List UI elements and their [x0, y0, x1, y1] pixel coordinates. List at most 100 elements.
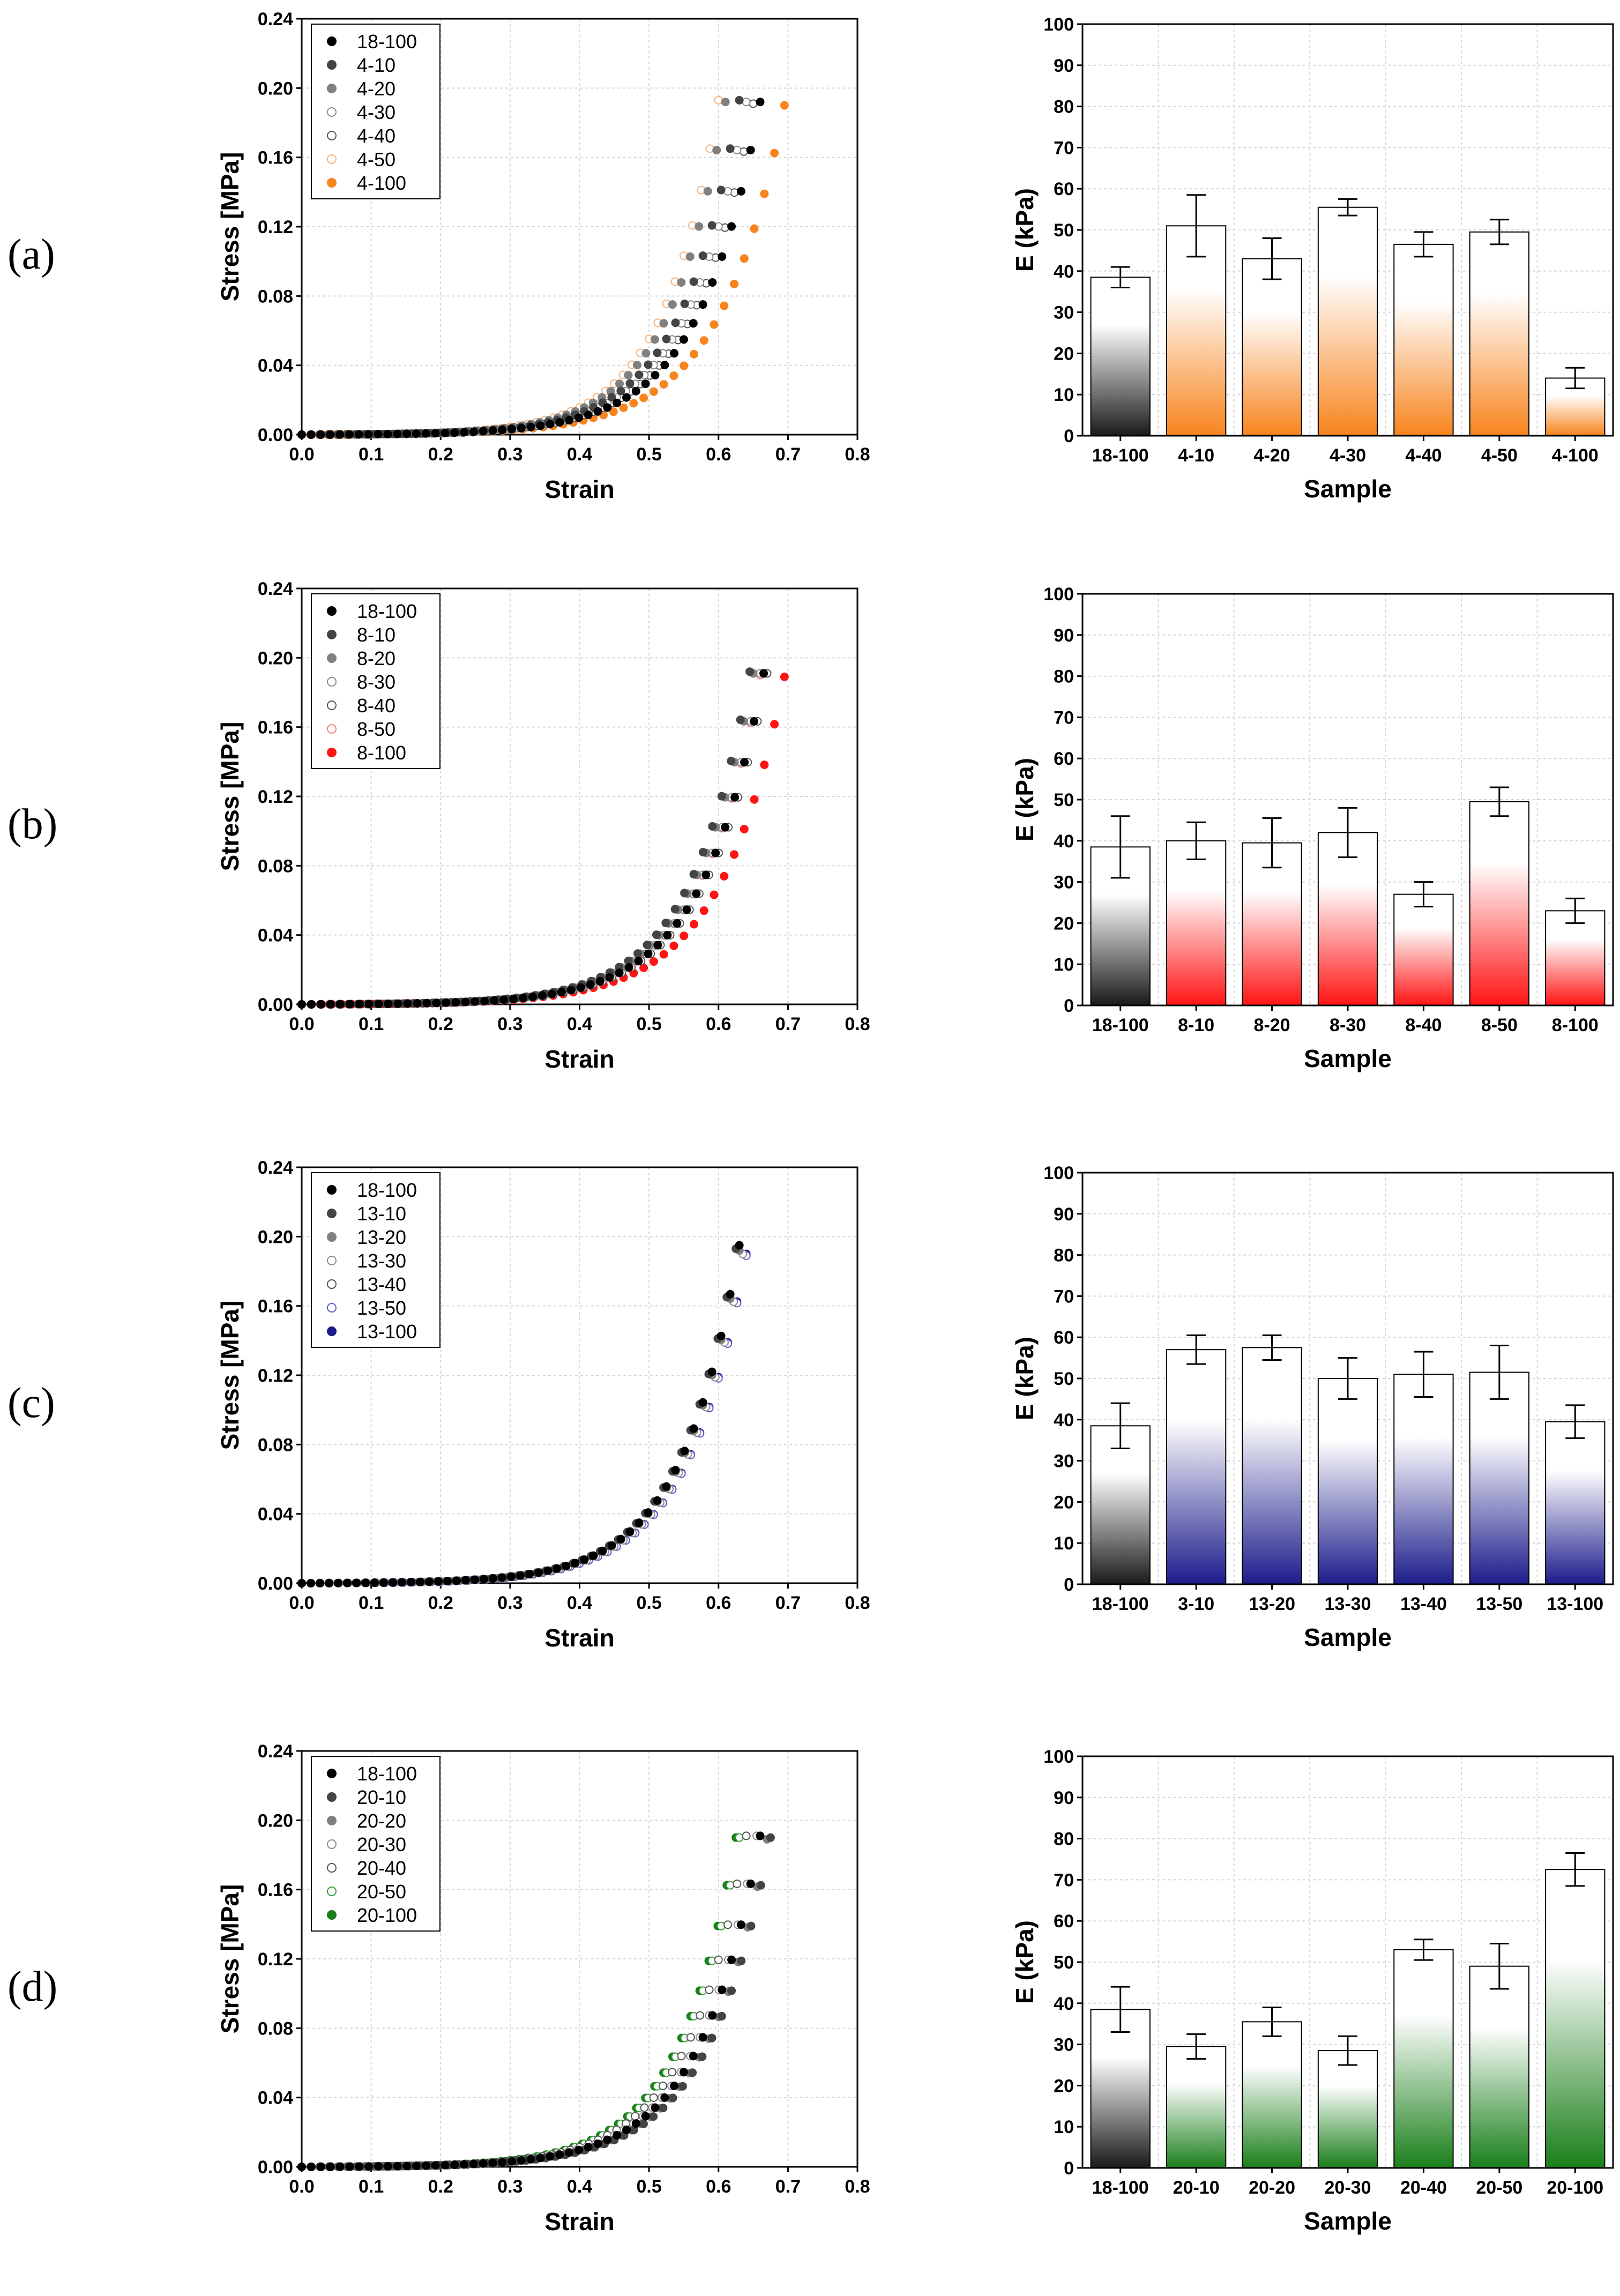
x-tick-label: 0.8 — [845, 2176, 870, 2197]
stress-strain-chart: 0.0 0.1 0.2 0.3 0.4 0.5 0.6 0.7 0.8 0.00 0.04 0.08 0… — [216, 1158, 870, 1652]
data-point — [649, 2093, 658, 2102]
legend-marker — [327, 60, 337, 70]
bar — [1242, 258, 1302, 436]
y-tick-label: 70 — [1054, 1286, 1074, 1307]
data-point — [615, 968, 624, 978]
data-point — [644, 360, 653, 369]
data-point — [364, 430, 373, 439]
data-point — [718, 252, 727, 261]
data-point — [720, 871, 729, 881]
y-tick-label: 0.00 — [258, 425, 293, 445]
plot-frame — [301, 1166, 858, 1584]
y-axis-label: Stress [MPa] — [216, 722, 244, 871]
data-point — [708, 822, 717, 831]
x-tick-label: 0.3 — [497, 2176, 522, 2197]
data-point — [643, 940, 652, 949]
y-tick-label: 20 — [1054, 1492, 1074, 1512]
x-tick-label: 20-40 — [1400, 2178, 1447, 2198]
error-bar — [1565, 367, 1585, 390]
data-point — [661, 919, 670, 928]
error-bar — [1262, 2006, 1282, 2037]
data-point — [393, 2161, 402, 2171]
series-18-100 — [297, 98, 765, 439]
x-axis-label: Sample — [1304, 2207, 1392, 2235]
data-point — [307, 430, 316, 439]
data-point — [543, 1566, 553, 1575]
data-point — [389, 1578, 398, 1587]
y-tick-label: 0 — [1064, 2158, 1074, 2179]
legend-label: 13-10 — [357, 1203, 406, 1225]
data-point — [735, 1833, 744, 1842]
y-tick-label: 20 — [1054, 913, 1074, 934]
data-point — [562, 1561, 571, 1570]
data-point — [735, 1241, 744, 1250]
x-tick-label: 8-40 — [1405, 1015, 1442, 1035]
data-point — [685, 252, 695, 261]
data-point — [398, 1578, 407, 1587]
x-tick-label: 0.7 — [775, 1593, 801, 1613]
legend-label: 4-100 — [357, 172, 406, 194]
data-point — [574, 413, 583, 422]
data-point — [471, 997, 480, 1006]
x-tick-label: 20-50 — [1476, 2178, 1522, 2198]
x-tick-label: 0.5 — [636, 2176, 661, 2197]
data-point — [705, 144, 714, 153]
y-tick-label: 0 — [1064, 996, 1074, 1016]
legend-marker — [327, 1887, 337, 1896]
data-point — [698, 300, 707, 309]
y-axis-label: E (kPa) — [1011, 1337, 1039, 1420]
data-point — [631, 2119, 640, 2128]
data-point — [490, 996, 499, 1005]
modulus-bar-chart: 0 10 20 30 40 50 60 70 80 90 100 18-100 3-10 13-20 13-… — [1011, 1163, 1614, 1651]
y-tick-label: 0.24 — [258, 1741, 293, 1762]
data-point — [625, 379, 634, 388]
data-point — [652, 930, 661, 940]
bar — [1545, 1869, 1606, 2168]
data-point — [686, 2033, 695, 2042]
x-tick-label: 0.5 — [636, 1014, 661, 1034]
y-tick-label: 90 — [1054, 625, 1074, 646]
data-point — [703, 187, 712, 196]
data-point — [546, 420, 555, 429]
data-point — [746, 1879, 755, 1888]
data-point — [416, 1577, 425, 1586]
data-point — [326, 1000, 335, 1009]
data-point — [682, 905, 691, 914]
data-point — [326, 430, 335, 439]
data-point — [662, 334, 671, 344]
data-point — [679, 2068, 688, 2077]
y-tick-label: 0.12 — [258, 1949, 293, 1970]
data-point — [705, 1985, 714, 1994]
x-tick-label: 0.1 — [359, 1014, 384, 1034]
error-bar — [1338, 198, 1357, 217]
data-point — [707, 221, 716, 230]
data-point — [566, 986, 576, 995]
x-tick-label: 0.3 — [497, 1593, 522, 1613]
y-tick-label: 50 — [1054, 1369, 1074, 1389]
data-point — [708, 278, 717, 287]
data-point — [352, 1578, 361, 1587]
x-tick-label: 8-10 — [1178, 1015, 1214, 1035]
data-point — [528, 992, 537, 1001]
series-18-100 — [297, 1241, 744, 1587]
data-point — [603, 403, 612, 412]
data-point — [325, 1578, 334, 1587]
data-point — [616, 386, 625, 396]
legend-label: 4-20 — [357, 78, 395, 100]
data-point — [717, 2011, 726, 2021]
y-tick-label: 0.20 — [258, 648, 293, 668]
error-bar — [1110, 815, 1130, 879]
legend-marker — [327, 1769, 337, 1778]
data-point — [526, 2155, 535, 2164]
y-tick-label: 80 — [1054, 97, 1074, 117]
x-tick-label: 0.6 — [706, 2176, 731, 2197]
data-point — [680, 889, 689, 898]
data-point — [488, 426, 497, 435]
data-point — [443, 1577, 452, 1586]
data-point — [671, 318, 680, 327]
data-point — [662, 1482, 671, 1491]
bar — [1090, 2009, 1151, 2168]
data-point — [641, 349, 651, 358]
